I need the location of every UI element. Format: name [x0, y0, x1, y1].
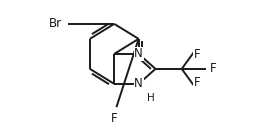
Text: N: N: [134, 77, 143, 90]
Text: H: H: [147, 93, 155, 103]
Text: N: N: [134, 47, 143, 60]
Text: F: F: [210, 62, 217, 75]
Text: Br: Br: [49, 17, 62, 30]
Text: F: F: [193, 48, 200, 61]
Text: F: F: [111, 112, 118, 125]
Text: F: F: [193, 77, 200, 90]
